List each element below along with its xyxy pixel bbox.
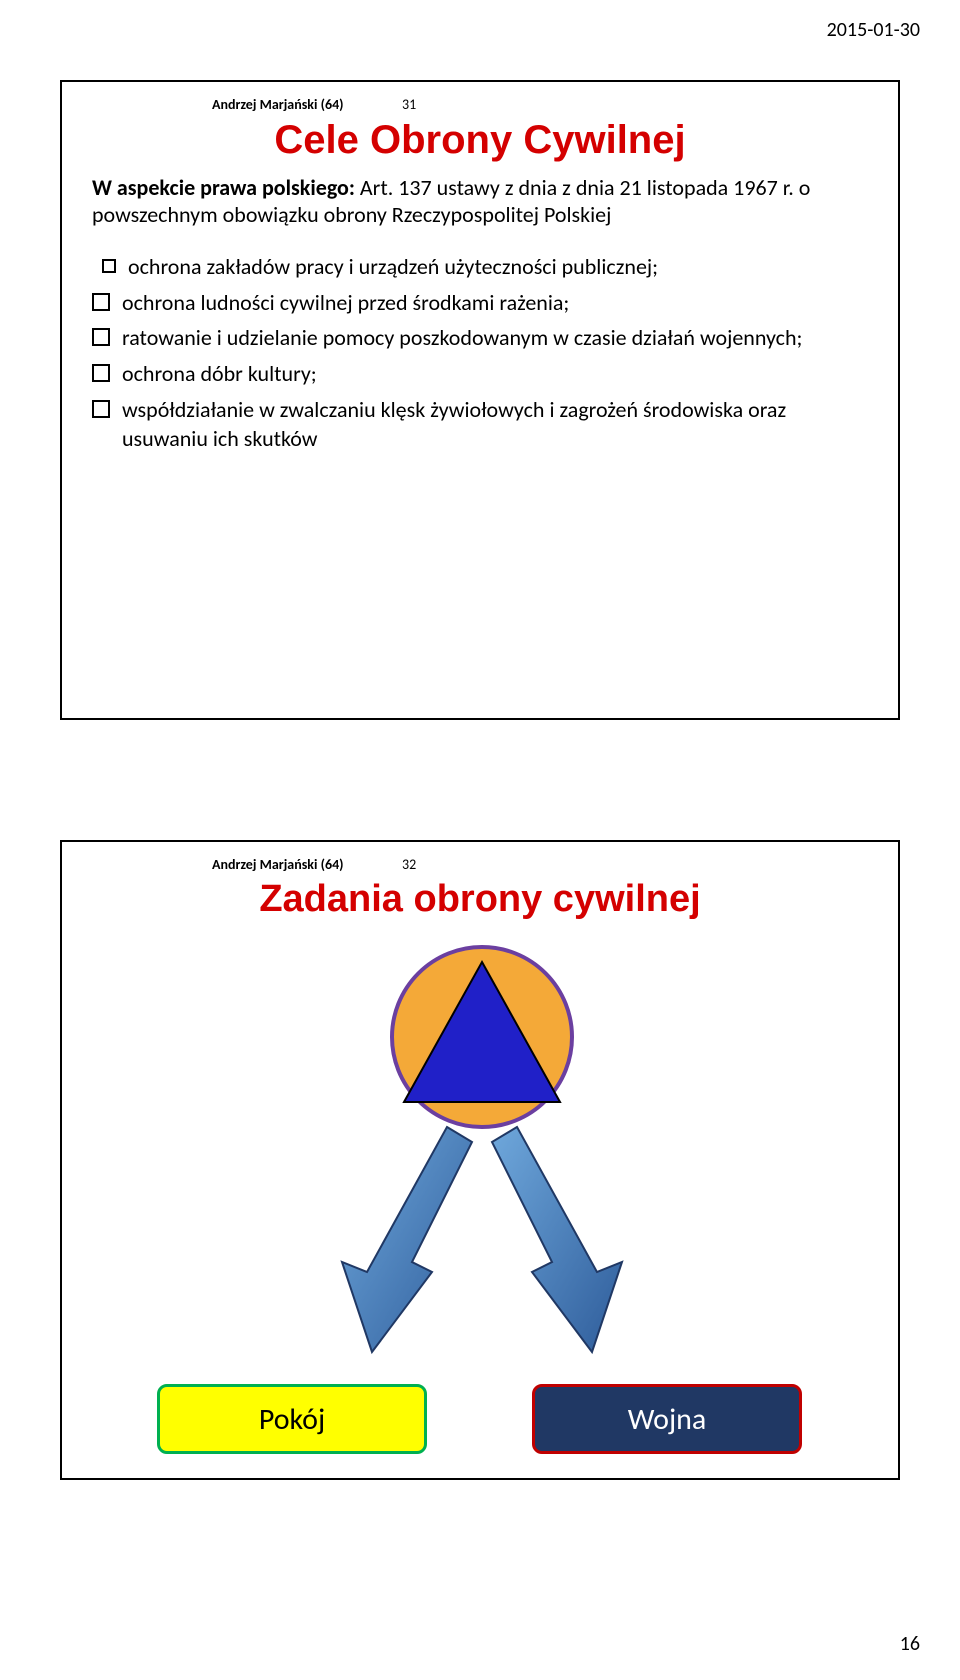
war-label: Wojna xyxy=(628,1401,707,1438)
bullet-4: ochrona dóbr kultury; xyxy=(92,359,868,389)
bullet-5-text: współdziałanie w zwalczaniu klęsk żywioł… xyxy=(122,395,868,454)
slide-2: Andrzej Marjański (64) 32 Zadania obrony… xyxy=(60,840,900,1480)
civil-defense-diagram-svg xyxy=(62,942,902,1382)
bullet-3: ratowanie i udzielanie pomocy poszkodowa… xyxy=(92,323,868,353)
bullet-1: ochrona zakładów pracy i urządzeń użytec… xyxy=(92,252,868,282)
slide1-author: Andrzej Marjański (64) xyxy=(212,96,344,113)
peace-box: Pokój xyxy=(157,1384,427,1454)
checkbox-icon xyxy=(102,259,116,273)
slide2-diagram xyxy=(62,942,902,1382)
slide1-title: Cele Obrony Cywilnej xyxy=(62,118,898,163)
subhead-bold: W aspekcie prawa polskiego: xyxy=(92,174,355,201)
bullet-1-text: ochrona zakładów pracy i urządzeń użytec… xyxy=(128,252,658,282)
checkbox-icon xyxy=(92,293,110,311)
checkbox-icon xyxy=(92,400,110,418)
checkbox-icon xyxy=(92,364,110,382)
page-date: 2015-01-30 xyxy=(827,18,920,42)
slide2-number: 32 xyxy=(402,856,416,873)
slide2-author: Andrzej Marjański (64) xyxy=(212,856,344,873)
slide2-title: Zadania obrony cywilnej xyxy=(62,878,898,921)
page-number: 16 xyxy=(900,1632,920,1656)
bullet-2-text: ochrona ludności cywilnej przed środkami… xyxy=(122,288,569,318)
slide1-subheading: W aspekcie prawa polskiego: Art. 137 ust… xyxy=(92,174,868,228)
slide-1: Andrzej Marjański (64) 31 Cele Obrony Cy… xyxy=(60,80,900,720)
bullet-5: współdziałanie w zwalczaniu klęsk żywioł… xyxy=(92,395,868,454)
checkbox-icon xyxy=(92,328,110,346)
arrow-right xyxy=(492,1127,622,1352)
slide1-number: 31 xyxy=(402,96,416,113)
arrow-left xyxy=(342,1127,472,1352)
peace-label: Pokój xyxy=(259,1401,325,1438)
bullet-3-text: ratowanie i udzielanie pomocy poszkodowa… xyxy=(122,323,802,353)
bullet-2: ochrona ludności cywilnej przed środkami… xyxy=(92,288,868,318)
bullet-4-text: ochrona dóbr kultury; xyxy=(122,359,317,389)
slide1-bullets: ochrona zakładów pracy i urządzeń użytec… xyxy=(92,252,868,460)
war-box: Wojna xyxy=(532,1384,802,1454)
